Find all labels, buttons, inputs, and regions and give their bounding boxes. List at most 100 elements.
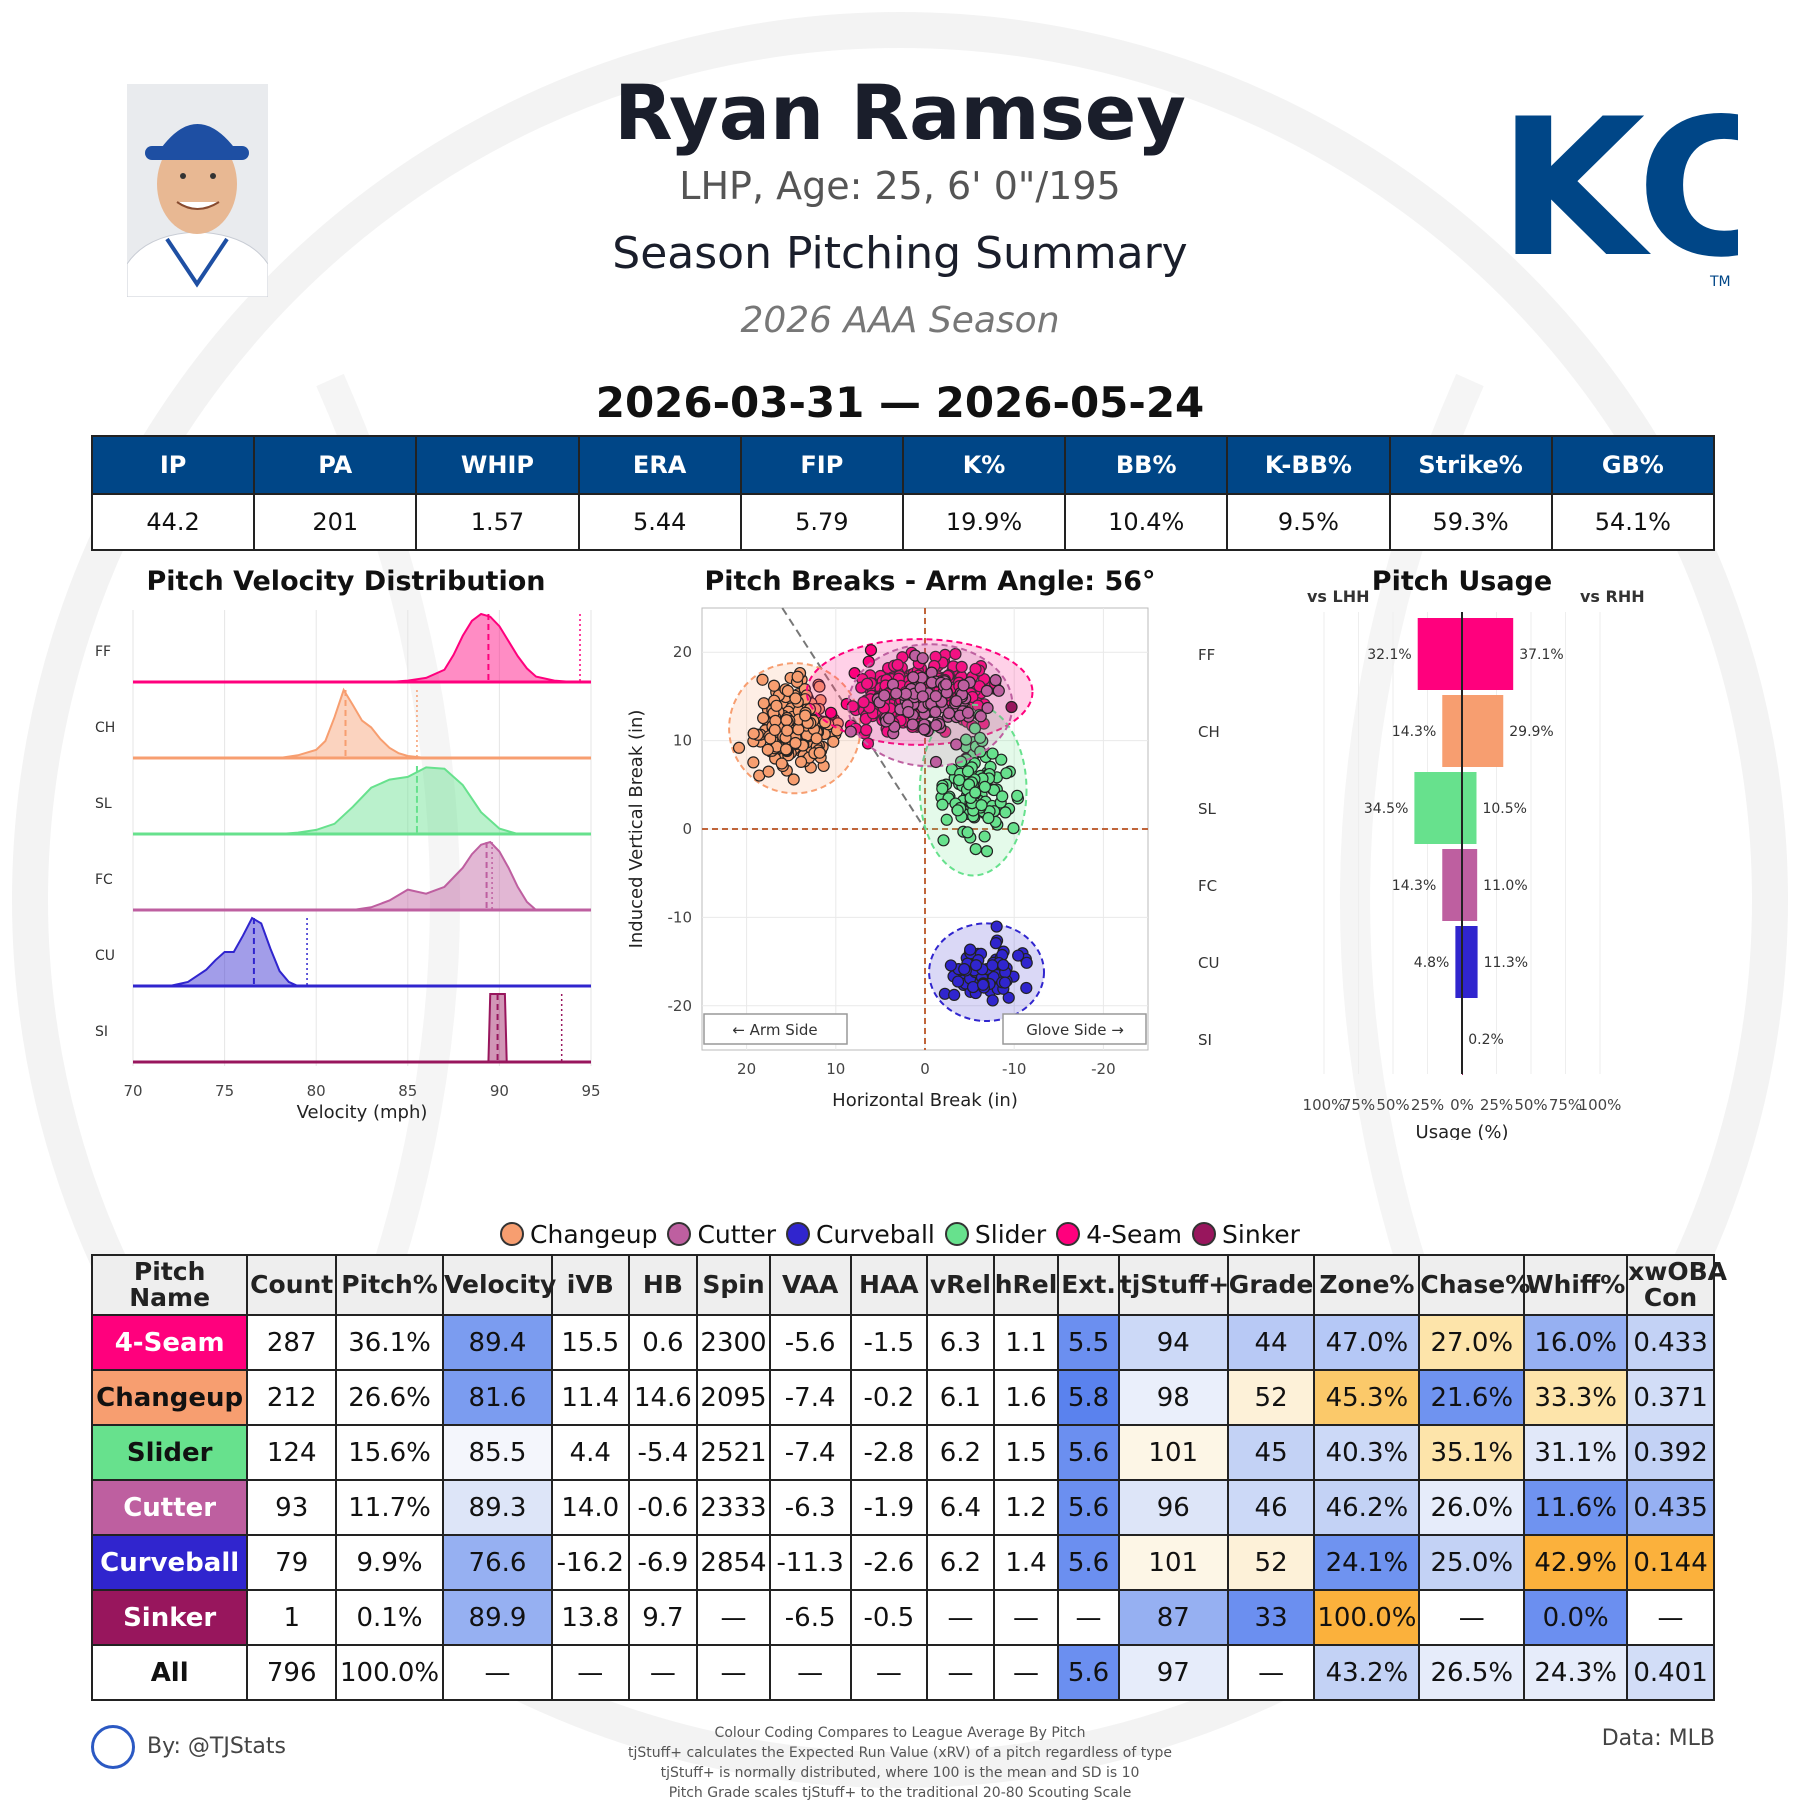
- usage-category-label: SL: [1198, 800, 1217, 818]
- table-cell: -2.8: [849, 1424, 929, 1481]
- pitch-point: [1000, 767, 1013, 780]
- usage-value-label: 4.8%: [1414, 955, 1450, 971]
- pitch-table-header: HAA: [849, 1254, 929, 1316]
- table-cell: 9.7: [627, 1589, 699, 1646]
- table-cell: -7.4: [768, 1424, 852, 1481]
- table-cell: 1.6: [992, 1369, 1060, 1426]
- summary-header: ERA: [577, 435, 742, 495]
- table-cell: -0.2: [849, 1369, 929, 1426]
- legend-marker-icon: [944, 1222, 969, 1246]
- table-cell: 0.0%: [1523, 1589, 1629, 1646]
- usage-bar-rhh: [1462, 695, 1504, 767]
- usage-bar-lhh: [1417, 618, 1462, 690]
- table-row: Sinker 1 0.1% 89.9 13.8 9.7— -6.5 -0.5— — —87 33 10…: [90, 1589, 1715, 1646]
- x-axis-label: Horizontal Break (in): [832, 1090, 1018, 1111]
- pitch-usage-chart: vs LHH vs RHH FF 32.1% 37.1% CH 14.3% 29.9% SL 34…: [1198, 587, 1645, 1140]
- pitch-point: [1005, 700, 1018, 714]
- table-cell: 5.6: [1057, 1424, 1120, 1481]
- usage-category-label: FF: [1198, 646, 1215, 664]
- table-cell: 85.5: [442, 1424, 553, 1481]
- y-tick-label: 0: [682, 820, 692, 838]
- x-tick-label: 10: [826, 1060, 845, 1078]
- pitch-point: [936, 798, 949, 811]
- table-cell: -5.4: [627, 1424, 699, 1481]
- pitch-point: [975, 799, 988, 812]
- table-cell: 2300: [696, 1314, 771, 1371]
- pitch-point: [969, 842, 982, 856]
- pitch-point: [789, 692, 802, 705]
- pitch-point: [916, 690, 929, 703]
- ridge-area-ch: [279, 687, 427, 759]
- pitch-point: [959, 733, 973, 746]
- summary-value: 10.4%: [1064, 493, 1229, 551]
- pitch-point: [767, 679, 781, 692]
- table-cell: 43.2%: [1313, 1644, 1421, 1701]
- x-tick-label: 90: [490, 1082, 509, 1100]
- pitch-point: [787, 773, 800, 786]
- pitch-point: [936, 782, 949, 795]
- table-cell: —: [627, 1644, 699, 1701]
- table-cell: -16.2: [550, 1534, 630, 1591]
- x-axis-label: Velocity (mph): [297, 1102, 428, 1123]
- table-cell: 1: [246, 1589, 338, 1646]
- table-cell: —: [550, 1644, 630, 1701]
- x-tick-label: 85: [398, 1082, 417, 1100]
- pitch-point: [958, 963, 971, 976]
- pitch-point: [781, 724, 794, 737]
- usage-value-label: 32.1%: [1367, 647, 1411, 663]
- pitch-point: [1020, 956, 1033, 969]
- table-cell: 35.1%: [1418, 1424, 1526, 1481]
- table-cell: -1.9: [849, 1479, 929, 1536]
- pitch-point: [966, 980, 980, 994]
- legend-label: Curveball: [816, 1220, 935, 1249]
- pitch-point: [768, 723, 781, 737]
- pitch-point: [907, 671, 920, 684]
- x-tick-label: 95: [581, 1082, 600, 1100]
- legend-item: Cutter: [667, 1220, 776, 1249]
- ridge-label: FC: [95, 872, 113, 888]
- pitch-point: [918, 723, 931, 736]
- ridge-area-sl: [279, 766, 519, 835]
- x-tick-label: 100%: [1579, 1096, 1622, 1114]
- summary-header: WHIP: [415, 435, 580, 495]
- x-tick-label: 75%: [1549, 1096, 1582, 1114]
- pitch-name-cell: Cutter: [90, 1479, 249, 1536]
- table-cell: 79: [246, 1534, 338, 1591]
- table-cell: —: [442, 1644, 553, 1701]
- table-cell: 93: [246, 1479, 338, 1536]
- table-cell: —: [926, 1644, 995, 1701]
- logo-text: KC: [1498, 84, 1738, 299]
- table-cell: 6.1: [926, 1369, 995, 1426]
- pitch-point: [779, 743, 793, 756]
- usage-value-label: 14.3%: [1392, 878, 1436, 894]
- pitch-point: [757, 711, 770, 725]
- pitch-table-header: Chase%: [1418, 1254, 1530, 1316]
- table-cell: 89.4: [442, 1314, 553, 1371]
- pitch-point: [990, 920, 1003, 933]
- pitch-name-cell: Changeup: [90, 1369, 249, 1426]
- arm-side-label: ← Arm Side: [732, 1021, 817, 1039]
- pitch-point: [844, 725, 857, 738]
- x-tick-label: -20: [1091, 1060, 1116, 1078]
- legend-item: Curveball: [786, 1220, 935, 1249]
- pitch-point: [973, 731, 987, 744]
- table-cell: 89.3: [442, 1479, 553, 1536]
- pitch-point: [937, 834, 950, 847]
- pitch-table-header: VAA: [768, 1254, 852, 1316]
- table-cell: 101: [1117, 1534, 1229, 1591]
- table-cell: -5.6: [768, 1314, 852, 1371]
- pitch-table-header: iVB: [550, 1254, 630, 1316]
- ridge-label: FF: [95, 644, 111, 660]
- table-row: 4-Seam 287 36.1% 89.4 15.5 0.6 2300 -5.6 -1.5 6.3…: [90, 1314, 1715, 1371]
- pitch-point: [857, 696, 870, 709]
- pitch-point: [955, 660, 968, 673]
- x-tick-label: 50%: [1514, 1096, 1547, 1114]
- pitch-name-cell: Curveball: [90, 1534, 249, 1591]
- legend-marker-icon: [786, 1222, 811, 1246]
- summary-header: FIP: [739, 435, 904, 495]
- table-cell: 89.9: [442, 1589, 553, 1646]
- table-cell: 15.6%: [335, 1424, 445, 1481]
- table-cell: —: [768, 1644, 852, 1701]
- y-tick-label: -10: [668, 908, 693, 926]
- pitch-point: [981, 701, 994, 715]
